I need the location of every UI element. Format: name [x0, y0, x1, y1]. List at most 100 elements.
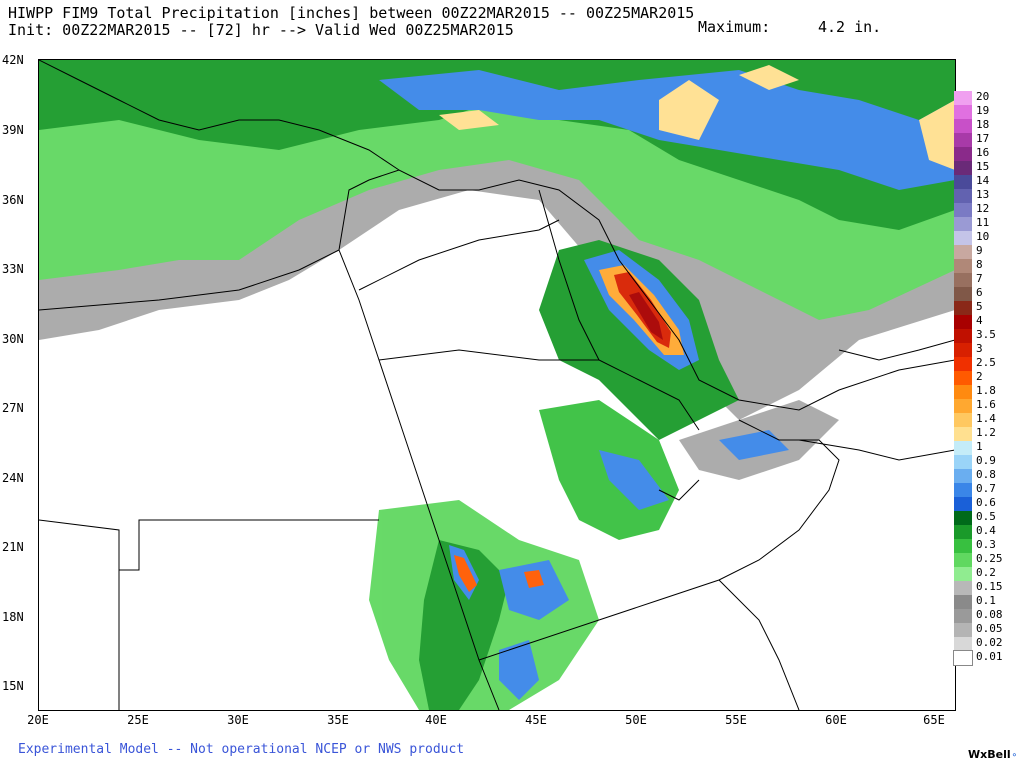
legend-swatch [954, 427, 972, 441]
disclaimer-text: Experimental Model -- Not operational NC… [18, 742, 465, 757]
lon-label-20e: 20E [27, 713, 49, 727]
lon-label-55e: 55E [725, 713, 747, 727]
lat-label-21n: 21N [2, 540, 24, 554]
legend-swatch [954, 175, 972, 189]
lon-label-65e: 65E [923, 713, 945, 727]
lon-label-25e: 25E [127, 713, 149, 727]
legend-swatch [954, 301, 972, 315]
legend-label: 10 [976, 230, 990, 243]
legend-label: 4 [976, 314, 983, 327]
lon-label-50e: 50E [625, 713, 647, 727]
legend-swatch [954, 581, 972, 595]
legend-swatch [954, 553, 972, 567]
legend-label: 0.3 [976, 538, 996, 551]
brand-logo: WxBell⚬ [968, 748, 1018, 761]
legend-swatch [954, 259, 972, 273]
legend-label: 0.5 [976, 510, 996, 523]
coastlines [39, 60, 955, 710]
legend-swatch [954, 119, 972, 133]
legend-label: 12 [976, 202, 990, 215]
legend-label: 6 [976, 286, 983, 299]
legend-label: 2 [976, 370, 983, 383]
legend-swatch [954, 609, 972, 623]
legend-swatch [954, 203, 972, 217]
legend-swatch [954, 343, 972, 357]
legend-label: 18 [976, 118, 990, 131]
legend-label: 9 [976, 244, 983, 257]
legend-swatch [954, 287, 972, 301]
legend-label: 0.25 [976, 552, 1003, 565]
legend-swatch [954, 315, 972, 329]
legend-label: 1.4 [976, 412, 996, 425]
lat-label-27n: 27N [2, 401, 24, 415]
legend-swatch [954, 273, 972, 287]
legend-swatch [954, 329, 972, 343]
legend-label: 16 [976, 146, 990, 159]
legend-swatch [954, 385, 972, 399]
legend-label: 0.15 [976, 580, 1003, 593]
legend-swatch [954, 455, 972, 469]
legend-swatch [954, 105, 972, 119]
legend-swatch [954, 637, 972, 651]
legend-swatch [954, 133, 972, 147]
legend-swatch [953, 650, 973, 666]
legend-label: 3.5 [976, 328, 996, 341]
lat-label-33n: 33N [2, 262, 24, 276]
legend-label: 1 [976, 440, 983, 453]
legend-swatch [954, 231, 972, 245]
legend-label: 13 [976, 188, 990, 201]
legend-swatch [954, 623, 972, 637]
brand-text: WxBell [968, 748, 1011, 761]
legend-label: 11 [976, 216, 990, 229]
legend-label: 20 [976, 90, 990, 103]
lon-label-45e: 45E [525, 713, 547, 727]
legend-label: 0.9 [976, 454, 996, 467]
legend-label: 15 [976, 160, 990, 173]
legend-label: 8 [976, 258, 983, 271]
legend-swatch [954, 245, 972, 259]
precip-shading [39, 60, 955, 710]
legend-swatch [954, 189, 972, 203]
legend-label: 14 [976, 174, 990, 187]
legend-label: 0.2 [976, 566, 996, 579]
legend-swatch [954, 91, 972, 105]
lon-label-60e: 60E [825, 713, 847, 727]
legend-label: 17 [976, 132, 990, 145]
legend-label: 19 [976, 104, 990, 117]
legend-swatch [954, 525, 972, 539]
lat-label-42n: 42N [2, 53, 24, 67]
lat-label-30n: 30N [2, 332, 24, 346]
legend-label: 0.05 [976, 622, 1003, 635]
legend-label: 0.02 [976, 636, 1003, 649]
lon-label-30e: 30E [227, 713, 249, 727]
legend-label: 0.01 [976, 650, 1003, 663]
legend-swatch [954, 539, 972, 553]
legend-swatch [954, 567, 972, 581]
maximum-value: 4.2 in. [818, 18, 882, 36]
legend-label: 0.4 [976, 524, 996, 537]
legend-label: 0.08 [976, 608, 1003, 621]
legend-label: 0.6 [976, 496, 996, 509]
legend-swatch [954, 469, 972, 483]
map-canvas [39, 60, 955, 710]
legend-swatch [954, 399, 972, 413]
legend-swatch [954, 147, 972, 161]
legend-swatch [954, 511, 972, 525]
legend-swatch [954, 483, 972, 497]
chart-title: HIWPP FIM9 Total Precipitation [inches] … [8, 4, 695, 22]
legend-label: 1.2 [976, 426, 996, 439]
lat-label-18n: 18N [2, 610, 24, 624]
legend-swatch [954, 413, 972, 427]
brand-dot-icon: ⚬ [1010, 751, 1019, 761]
legend-swatch [954, 441, 972, 455]
legend-label: 0.8 [976, 468, 996, 481]
legend-label: 2.5 [976, 356, 996, 369]
lon-label-40e: 40E [425, 713, 447, 727]
legend-label: 7 [976, 272, 983, 285]
lat-label-24n: 24N [2, 471, 24, 485]
legend-swatch [954, 161, 972, 175]
legend-swatch [954, 371, 972, 385]
maximum-label: Maximum: [698, 18, 771, 36]
legend-label: 0.1 [976, 594, 996, 607]
legend-label: 1.8 [976, 384, 996, 397]
